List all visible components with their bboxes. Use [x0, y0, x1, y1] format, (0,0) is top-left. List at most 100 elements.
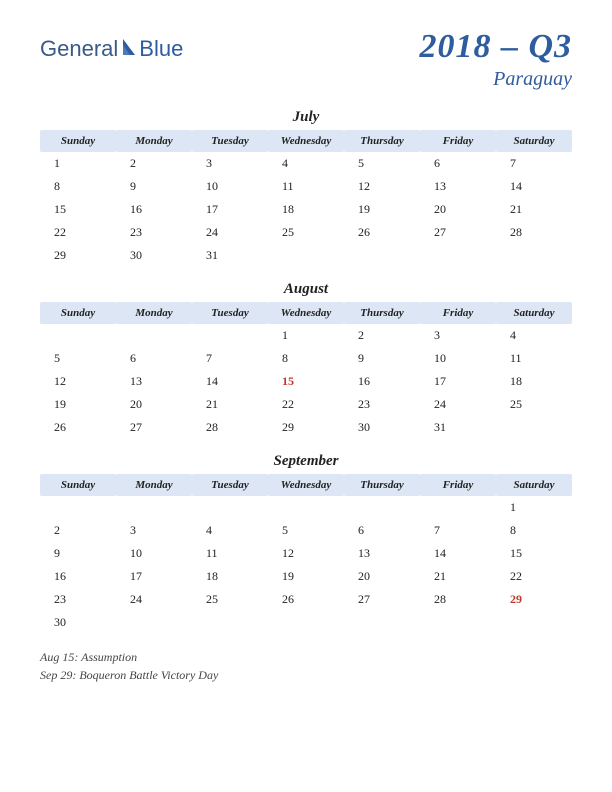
calendar-cell: 28 [192, 416, 268, 439]
calendar-cell: 23 [344, 393, 420, 416]
calendar-cell: 3 [116, 519, 192, 542]
calendar-cell: 21 [420, 565, 496, 588]
calendar-cell: 25 [496, 393, 572, 416]
quarter-title: 2018 – Q3 [419, 28, 572, 66]
logo-sail-icon [121, 37, 137, 62]
day-header: Friday [420, 302, 496, 324]
calendar-row: 22232425262728 [40, 221, 572, 244]
calendar-cell: 27 [420, 221, 496, 244]
calendar-cell: 30 [116, 244, 192, 267]
calendar-cell: 26 [40, 416, 116, 439]
calendar-cell: 13 [420, 175, 496, 198]
calendar-cell: 24 [192, 221, 268, 244]
calendar-cell: 6 [420, 152, 496, 175]
calendar-cell: 30 [344, 416, 420, 439]
calendar-cell: 12 [344, 175, 420, 198]
calendar-cell: 11 [268, 175, 344, 198]
calendar-cell: 14 [192, 370, 268, 393]
calendar-cell: 15 [268, 370, 344, 393]
calendar-cell [116, 324, 192, 347]
calendar-cell: 27 [116, 416, 192, 439]
day-header: Sunday [40, 130, 116, 152]
title-block: 2018 – Q3 Paraguay [419, 28, 572, 91]
holiday-entry: Sep 29: Boqueron Battle Victory Day [40, 666, 572, 684]
calendar-cell [116, 496, 192, 519]
calendar-row: 30 [40, 611, 572, 634]
calendar-cell [268, 611, 344, 634]
day-header: Saturday [496, 474, 572, 496]
calendar-cell: 20 [116, 393, 192, 416]
calendar-cell [192, 324, 268, 347]
day-header: Friday [420, 474, 496, 496]
logo-text-blue: Blue [139, 36, 183, 62]
calendar-cell: 31 [420, 416, 496, 439]
day-header: Tuesday [192, 130, 268, 152]
day-header: Wednesday [268, 474, 344, 496]
day-header: Saturday [496, 130, 572, 152]
calendar-cell: 26 [344, 221, 420, 244]
day-header: Tuesday [192, 302, 268, 324]
calendar-cell: 14 [420, 542, 496, 565]
calendar-row: 12131415161718 [40, 370, 572, 393]
calendar-cell: 2 [116, 152, 192, 175]
calendar-row: 1 [40, 496, 572, 519]
calendar-cell [496, 416, 572, 439]
calendar-cell: 5 [268, 519, 344, 542]
calendar-cell: 18 [496, 370, 572, 393]
calendar-row: 2345678 [40, 519, 572, 542]
month-name: August [40, 281, 572, 298]
calendar-cell: 16 [116, 198, 192, 221]
calendar-cell: 20 [420, 198, 496, 221]
calendar-cell: 29 [496, 588, 572, 611]
calendar-cell [496, 244, 572, 267]
calendar-cell [420, 611, 496, 634]
calendar-cell: 19 [268, 565, 344, 588]
calendar-cell: 22 [496, 565, 572, 588]
calendar-row: 567891011 [40, 347, 572, 370]
calendar-cell: 11 [192, 542, 268, 565]
calendar-cell: 29 [40, 244, 116, 267]
calendar-cell: 27 [344, 588, 420, 611]
calendar-table: SundayMondayTuesdayWednesdayThursdayFrid… [40, 474, 572, 634]
holiday-entry: Aug 15: Assumption [40, 648, 572, 666]
calendar-cell [420, 244, 496, 267]
calendar-cell: 24 [420, 393, 496, 416]
day-header: Monday [116, 474, 192, 496]
calendar-cell: 23 [40, 588, 116, 611]
month-name: July [40, 109, 572, 126]
calendar-cell: 7 [420, 519, 496, 542]
calendar-cell: 3 [192, 152, 268, 175]
calendar-cell: 10 [192, 175, 268, 198]
calendar-cell: 1 [496, 496, 572, 519]
calendar-cell: 30 [40, 611, 116, 634]
calendar-cell: 17 [192, 198, 268, 221]
calendar-cell: 21 [192, 393, 268, 416]
calendar-row: 23242526272829 [40, 588, 572, 611]
calendar-cell: 20 [344, 565, 420, 588]
day-header: Sunday [40, 474, 116, 496]
day-header: Saturday [496, 302, 572, 324]
calendar-cell [40, 496, 116, 519]
day-header: Thursday [344, 302, 420, 324]
calendar-cell: 4 [496, 324, 572, 347]
calendar-table: SundayMondayTuesdayWednesdayThursdayFrid… [40, 130, 572, 267]
calendar-cell: 6 [344, 519, 420, 542]
calendar-cell: 28 [420, 588, 496, 611]
logo: General Blue [40, 28, 183, 62]
calendar-cell: 31 [192, 244, 268, 267]
calendar-cell: 13 [344, 542, 420, 565]
calendar-row: 1234 [40, 324, 572, 347]
calendar-cell: 8 [40, 175, 116, 198]
logo-text-general: General [40, 36, 118, 62]
month-block: AugustSundayMondayTuesdayWednesdayThursd… [40, 281, 572, 439]
calendar-cell [344, 496, 420, 519]
calendar-cell: 9 [116, 175, 192, 198]
calendar-cell: 1 [40, 152, 116, 175]
calendar-cell: 16 [40, 565, 116, 588]
calendar-cell: 16 [344, 370, 420, 393]
calendar-cell: 18 [268, 198, 344, 221]
day-header: Thursday [344, 130, 420, 152]
day-header: Friday [420, 130, 496, 152]
calendar-row: 262728293031 [40, 416, 572, 439]
calendar-cell [344, 244, 420, 267]
